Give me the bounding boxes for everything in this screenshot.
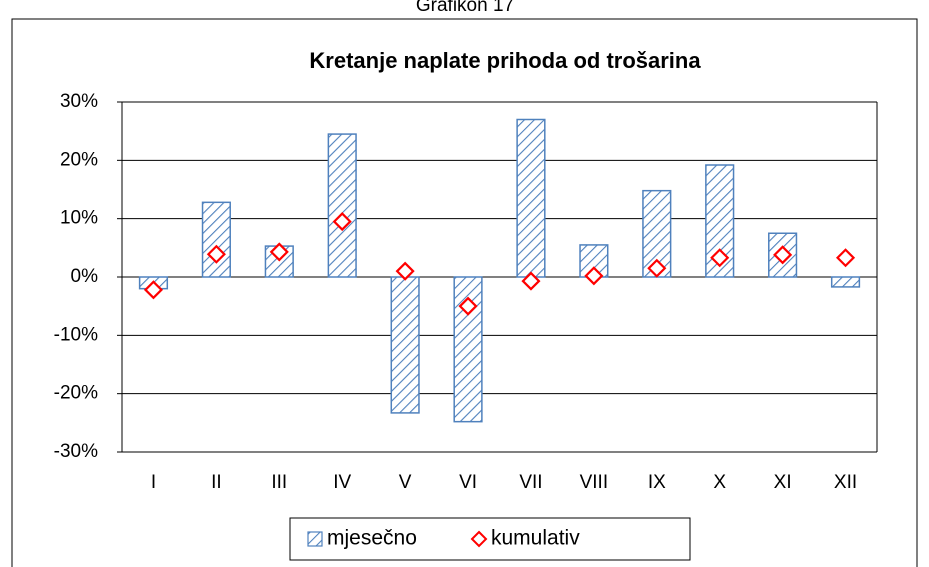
x-tick-label: XII (834, 472, 857, 493)
bar (830, 276, 861, 288)
marker (521, 271, 541, 291)
marker (269, 242, 289, 262)
x-tick-label: VII (519, 472, 542, 493)
marker (773, 245, 793, 265)
y-tick-label: 10% (60, 208, 98, 229)
marker (332, 212, 352, 232)
x-tick-label: IX (648, 472, 666, 493)
x-tick-label: VI (459, 472, 477, 493)
marker (835, 248, 856, 268)
frame (11, 18, 918, 567)
x-tick-label: IV (333, 472, 351, 493)
legend-label: mjesečno (327, 527, 417, 550)
legend-swatch (470, 530, 488, 548)
bar (516, 118, 546, 278)
y-tick-label: 30% (60, 91, 98, 112)
marker (584, 266, 604, 286)
legend-label: kumulativ (491, 527, 580, 550)
y-tick-label: 0% (71, 266, 99, 287)
marker (647, 258, 667, 278)
chart-title: Kretanje naplate prihoda od trošarina (309, 48, 701, 73)
x-tick-label: X (713, 472, 726, 493)
x-tick-label: III (271, 472, 287, 493)
x-tick-label: XI (774, 472, 792, 493)
x-tick-label: VIII (580, 472, 609, 493)
marker (395, 261, 415, 281)
bar (390, 276, 420, 414)
x-tick-label: I (151, 472, 156, 493)
marker (206, 244, 226, 264)
x-tick-label: II (211, 472, 222, 493)
caption: Grafikon 17 (416, 0, 514, 16)
y-tick-label: -10% (54, 324, 98, 345)
x-tick-label: V (399, 472, 412, 493)
legend-swatch (307, 531, 323, 547)
y-tick-label: 20% (60, 149, 98, 170)
marker (143, 280, 164, 300)
bar (327, 133, 357, 278)
marker (458, 296, 478, 316)
y-tick-label: -20% (54, 383, 98, 404)
legend-box (289, 517, 691, 561)
y-tick-label: -30% (54, 441, 98, 462)
bar (201, 201, 231, 278)
marker (710, 248, 730, 268)
